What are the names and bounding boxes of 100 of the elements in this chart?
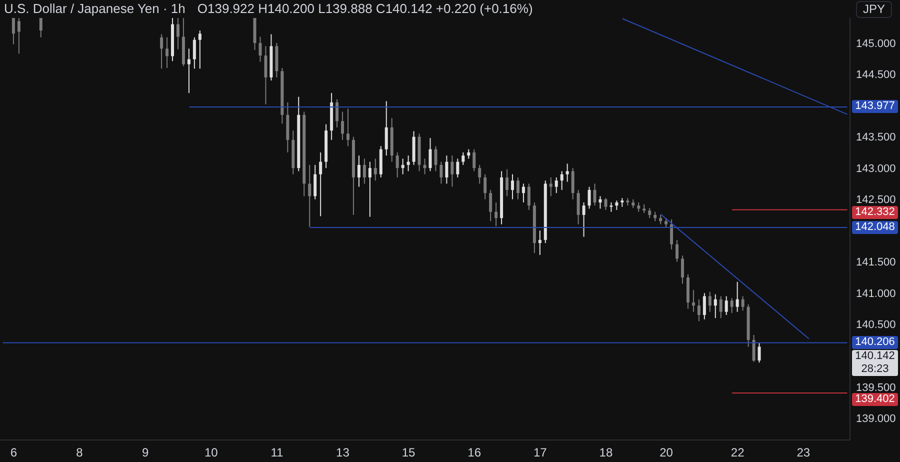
candlestick	[522, 183, 525, 203]
candlestick	[676, 239, 679, 262]
candlestick	[423, 158, 426, 175]
y-tick-label: 145.000	[856, 38, 896, 50]
x-tick-label: 11	[270, 446, 284, 460]
candlestick	[758, 342, 761, 364]
candlestick	[664, 218, 668, 228]
y-tick-label: 143.500	[856, 132, 896, 144]
candlestick	[484, 174, 487, 200]
candlestick	[341, 111, 344, 140]
data-label: 140.206	[855, 336, 895, 348]
candlestick	[708, 291, 712, 312]
x-tick-label: 20	[660, 446, 674, 460]
candlestick	[450, 155, 454, 188]
candlestick	[741, 296, 744, 312]
chart-title: U.S. Dollar / Japanese Yen · 1h	[4, 1, 186, 17]
candlestick	[401, 158, 404, 175]
candlestick	[736, 281, 739, 312]
candlestick	[264, 46, 268, 105]
candlestick	[396, 152, 399, 178]
candlestick	[588, 186, 591, 210]
y-tick-label: 140.500	[856, 319, 896, 332]
x-tick-label: 23	[796, 446, 810, 460]
candlestick	[527, 183, 530, 210]
text: 28:23	[861, 362, 889, 375]
candlestick	[12, 18, 15, 45]
y-tick-label: 144.500	[856, 69, 896, 82]
candlestick	[192, 36, 196, 70]
candlestick	[610, 202, 613, 212]
chart-subtitle: O139.922 H140.200 L139.888 C140.142 +0.220 (+0.16%)	[197, 1, 533, 17]
y-axis-title: JPY	[863, 2, 886, 16]
candlestick	[560, 170, 564, 190]
x-tick-label: 17	[533, 446, 548, 460]
y-tick-label: 139.500	[856, 382, 896, 394]
y-tick-label: 139.000	[856, 413, 896, 426]
candlestick	[176, 18, 180, 50]
candlestick	[692, 289, 695, 312]
data-label: 142.332	[855, 206, 895, 218]
candlestick	[384, 100, 388, 156]
text: 140.142	[855, 350, 895, 362]
y-tick-label: 141.500	[856, 256, 896, 269]
candlestick	[357, 155, 360, 188]
candlestick	[637, 202, 640, 212]
candlestick	[198, 30, 202, 70]
candlestick	[434, 146, 438, 172]
candlestick	[362, 158, 366, 184]
x-tick-label: 10	[204, 446, 218, 460]
candlestick	[511, 174, 514, 200]
candlestick	[428, 138, 432, 172]
candlestick	[549, 176, 552, 197]
data-label: 139.402	[855, 393, 895, 406]
candlestick	[440, 161, 443, 184]
candlestick	[166, 36, 169, 69]
candlestick	[494, 202, 498, 227]
candlestick	[724, 296, 728, 316]
candlestick	[702, 292, 706, 320]
candlestick	[681, 255, 684, 284]
candlestick	[406, 155, 410, 172]
candlestick	[576, 189, 580, 225]
candlestick	[654, 211, 657, 222]
candlestick	[697, 298, 700, 322]
x-tick-label: 13	[336, 446, 350, 460]
candlestick	[467, 148, 470, 160]
x-tick-label: 9	[142, 446, 149, 460]
candlestick	[187, 48, 190, 94]
x-tick-label: 6	[10, 446, 18, 460]
candlestick	[456, 158, 460, 178]
x-tick-label: 16	[468, 446, 482, 460]
candlestick	[314, 164, 317, 200]
candlestick	[336, 98, 339, 128]
candlestick	[659, 214, 662, 225]
candlestick	[308, 164, 312, 228]
candlestick	[554, 176, 558, 194]
candlestick	[374, 158, 377, 182]
y-tick-label: 142.500	[856, 194, 896, 206]
candlestick	[462, 152, 465, 166]
candlestick	[730, 298, 734, 314]
y-tick-label: 141.000	[856, 288, 896, 300]
candlestick	[538, 230, 542, 256]
candlestick	[489, 189, 492, 222]
candlestick	[319, 152, 322, 217]
candlestick	[346, 108, 350, 147]
candlestick	[17, 18, 20, 54]
candlestick	[719, 296, 722, 319]
candlestick	[472, 148, 476, 172]
y-tick-label: 143.000	[856, 162, 896, 175]
candlestick	[670, 218, 674, 250]
candlestick	[752, 334, 756, 362]
candlestick	[571, 168, 574, 200]
candlestick	[39, 18, 42, 38]
candlestick	[714, 294, 717, 319]
data-label: 142.048	[855, 221, 895, 234]
x-tick-label: 8	[76, 446, 84, 460]
candlestick	[445, 155, 448, 184]
candlestick	[566, 163, 569, 182]
x-tick-label: 15	[402, 446, 416, 460]
candlestick	[648, 208, 652, 219]
x-tick-label: 22	[730, 446, 745, 460]
candlestick	[516, 176, 520, 200]
candlestick	[604, 198, 608, 210]
